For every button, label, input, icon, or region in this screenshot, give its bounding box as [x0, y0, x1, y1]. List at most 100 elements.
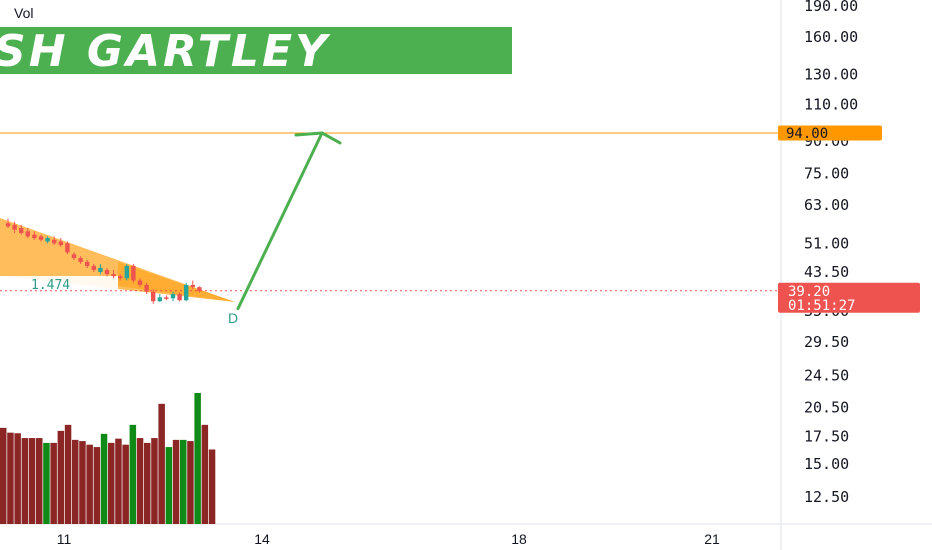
- volume-bar: [136, 438, 144, 524]
- volume-bar: [151, 438, 158, 524]
- time-label-14: 14: [254, 531, 270, 547]
- candle-body: [124, 265, 129, 279]
- volume-bar: [28, 438, 36, 524]
- banner-background: [0, 27, 512, 74]
- volume-bar: [36, 438, 43, 524]
- price-tick-label: 51.00: [804, 234, 849, 252]
- volume-label: Vol: [14, 5, 33, 21]
- price-tick-label: 24.50: [804, 367, 849, 385]
- candle-body: [137, 280, 143, 285]
- last-price-label: 39.20: [788, 284, 830, 300]
- volume-bar: [144, 442, 151, 524]
- volume-bar: [172, 439, 180, 524]
- candle-body: [157, 297, 162, 302]
- projection-arrow-shaft: [236, 131, 324, 311]
- candle-body: [38, 236, 44, 240]
- candle-body: [197, 287, 202, 291]
- price-tick-label: 160.00: [804, 28, 858, 46]
- pattern-triangle-lower: [118, 262, 235, 302]
- candle-body: [25, 231, 30, 237]
- price-tick-label: 63.00: [804, 196, 849, 214]
- volume-bars: [0, 393, 216, 524]
- time-label-18: 18: [511, 531, 527, 547]
- volume-bar: [115, 438, 122, 524]
- candle-body: [71, 254, 77, 259]
- volume-bar: [165, 447, 173, 524]
- candle-body: [65, 243, 70, 253]
- ratio-label-background: [0, 276, 118, 290]
- price-tick-label: 190.00: [804, 0, 858, 15]
- candle-body: [52, 239, 57, 244]
- ratio-label: 1.474: [31, 278, 70, 293]
- volume-bar: [57, 430, 65, 524]
- volume-bar: [79, 441, 86, 524]
- price-tick-label: 43.50: [804, 263, 849, 281]
- price-tick-label: 15.00: [804, 455, 849, 473]
- pattern-banner[interactable]: SH GARTLEY: [0, 26, 512, 77]
- time-label-21: 21: [704, 531, 720, 547]
- candle-body: [78, 258, 83, 262]
- volume-bar: [7, 432, 14, 524]
- volume-bar: [86, 444, 93, 524]
- volume-bar: [208, 449, 216, 524]
- candlesticks: [5, 218, 202, 304]
- volume-bar: [194, 393, 201, 524]
- price-tick-label: 12.50: [804, 488, 849, 506]
- candle-body: [177, 294, 182, 301]
- volume-bar: [201, 424, 209, 524]
- gartley-pattern[interactable]: 1.474 D: [0, 218, 238, 326]
- projection-arrow-head: [294, 131, 342, 145]
- level-tag-background: [778, 125, 882, 141]
- price-tick-label: 75.00: [804, 165, 849, 183]
- volume-bar: [0, 427, 7, 524]
- volume-bar: [158, 403, 165, 524]
- volume-bar: [14, 433, 21, 524]
- candle-body: [164, 297, 169, 299]
- volume-bar: [180, 439, 187, 524]
- candle-body: [111, 274, 116, 277]
- projection-arrow[interactable]: [236, 131, 342, 311]
- time-label-11: 11: [57, 531, 72, 547]
- volume-bar: [50, 442, 57, 524]
- last-price-tag: 39.20 01:51:27: [778, 282, 920, 314]
- price-tick-label: 130.00: [804, 65, 858, 83]
- point-d-label: D: [228, 310, 238, 326]
- volume-bar: [129, 424, 137, 524]
- candle-body: [58, 241, 63, 246]
- candle-body: [32, 234, 37, 239]
- banner-text: SH GARTLEY: [0, 26, 331, 77]
- time-axis[interactable]: 11 14 18 21: [57, 531, 720, 547]
- candle-body: [98, 267, 103, 272]
- level-price-tag: 94.00: [778, 125, 882, 142]
- candle-body: [144, 284, 149, 292]
- level-tag-label: 94.00: [786, 126, 828, 142]
- volume-bar: [93, 447, 101, 524]
- volume-bar: [64, 424, 72, 524]
- candle-body: [104, 269, 110, 275]
- candle-body: [151, 291, 156, 302]
- price-tick-label: 29.50: [804, 333, 849, 351]
- candle-body: [5, 223, 11, 227]
- candle-body: [131, 265, 136, 281]
- volume-bar: [72, 439, 79, 524]
- candle-body: [19, 228, 24, 233]
- candle-body: [170, 294, 176, 299]
- candle-body: [45, 238, 50, 242]
- candle-body: [184, 284, 189, 301]
- volume-bar: [43, 442, 50, 524]
- countdown-label: 01:51:27: [788, 298, 855, 314]
- price-tick-label: 17.50: [804, 427, 849, 445]
- price-tick-label: 110.00: [804, 96, 858, 114]
- candle-body: [12, 224, 17, 230]
- candle-body: [118, 276, 123, 279]
- candle-body: [91, 265, 96, 270]
- volume-bar: [108, 442, 115, 524]
- volume-bar: [122, 444, 129, 524]
- volume-bar: [21, 438, 29, 524]
- volume-bar: [100, 433, 108, 524]
- candle-body: [190, 284, 195, 288]
- volume-bar: [187, 441, 194, 524]
- candle-body: [85, 261, 90, 266]
- last-price-tag-background: [778, 282, 920, 313]
